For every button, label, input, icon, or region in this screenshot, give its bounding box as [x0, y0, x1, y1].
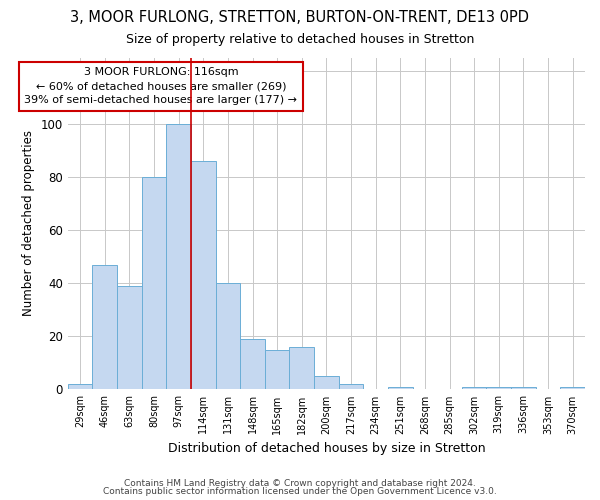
Bar — [215, 283, 240, 390]
Bar — [117, 286, 142, 390]
Bar — [462, 387, 487, 390]
Bar — [166, 124, 191, 390]
Bar — [240, 339, 265, 390]
Y-axis label: Number of detached properties: Number of detached properties — [22, 130, 35, 316]
Bar — [191, 161, 215, 390]
Bar — [339, 384, 364, 390]
Bar — [289, 347, 314, 390]
Text: 3, MOOR FURLONG, STRETTON, BURTON-ON-TRENT, DE13 0PD: 3, MOOR FURLONG, STRETTON, BURTON-ON-TRE… — [71, 10, 530, 25]
Text: Contains HM Land Registry data © Crown copyright and database right 2024.: Contains HM Land Registry data © Crown c… — [124, 478, 476, 488]
Bar — [265, 350, 289, 390]
Bar — [92, 264, 117, 390]
Bar — [388, 387, 413, 390]
X-axis label: Distribution of detached houses by size in Stretton: Distribution of detached houses by size … — [167, 442, 485, 455]
Text: 3 MOOR FURLONG: 116sqm
← 60% of detached houses are smaller (269)
39% of semi-de: 3 MOOR FURLONG: 116sqm ← 60% of detached… — [25, 68, 298, 106]
Bar — [68, 384, 92, 390]
Bar — [142, 177, 166, 390]
Text: Size of property relative to detached houses in Stretton: Size of property relative to detached ho… — [126, 32, 474, 46]
Bar — [511, 387, 536, 390]
Bar — [314, 376, 339, 390]
Bar — [487, 387, 511, 390]
Text: Contains public sector information licensed under the Open Government Licence v3: Contains public sector information licen… — [103, 487, 497, 496]
Bar — [560, 387, 585, 390]
